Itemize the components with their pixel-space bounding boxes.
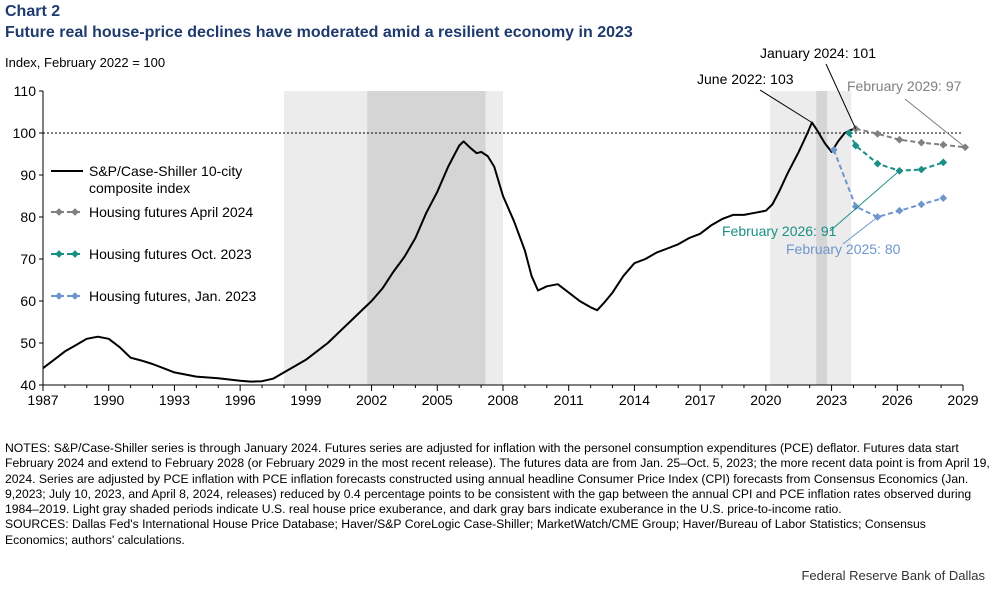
annotation-label: February 2026: 91 — [722, 223, 837, 239]
x-tick-label: 1999 — [290, 392, 321, 408]
y-unit-label: Index, February 2022 = 100 — [5, 55, 166, 70]
x-tick-label: 2026 — [882, 392, 913, 408]
data-point-marker — [917, 165, 926, 174]
y-tick-label: 110 — [14, 83, 37, 99]
legend-label: Housing futures, Jan. 2023 — [89, 288, 257, 304]
annotation-label: February 2025: 80 — [786, 241, 901, 257]
chart-notes-block: NOTES: S&P/Case-Shiller series is throug… — [5, 441, 990, 548]
annotation-label: June 2022: 103 — [697, 71, 794, 87]
x-tick-label: 1987 — [27, 392, 58, 408]
data-point-marker — [71, 292, 79, 300]
y-tick-label: 80 — [20, 209, 36, 225]
series-line — [42, 121, 854, 383]
data-point-marker — [71, 250, 79, 258]
data-point-marker — [873, 159, 882, 168]
series-line — [832, 149, 944, 218]
legend-label: Housing futures April 2024 — [89, 204, 253, 220]
annotation-leader — [842, 216, 878, 245]
annotation-leader — [759, 89, 813, 123]
x-tick-label: 2020 — [750, 392, 781, 408]
chart-notes: NOTES: S&P/Case-Shiller series is throug… — [5, 441, 990, 517]
x-tick-label: 2017 — [685, 392, 716, 408]
y-tick-label: 50 — [20, 335, 36, 351]
chart-number: Chart 2 — [5, 3, 61, 20]
y-tick-label: 60 — [20, 293, 36, 309]
chart-title: Future real house-price declines have mo… — [5, 24, 633, 41]
annotation-leader — [825, 63, 857, 130]
data-point-marker — [851, 141, 860, 150]
legend-label: composite index — [89, 180, 190, 196]
annotation-label: February 2029: 97 — [847, 78, 962, 94]
x-tick-label: 2011 — [554, 392, 584, 408]
x-tick-label: 2008 — [487, 392, 518, 408]
shade-dark — [816, 91, 828, 385]
y-tick-label: 100 — [13, 125, 37, 141]
data-point-marker — [917, 200, 926, 209]
data-point-marker — [829, 145, 838, 154]
x-tick-label: 2014 — [619, 392, 650, 408]
x-tick-label: 1993 — [159, 392, 190, 408]
x-tick-label: 2002 — [356, 392, 387, 408]
shade-light — [770, 91, 852, 385]
data-point-marker — [55, 250, 63, 258]
x-tick-label: 2029 — [947, 392, 978, 408]
x-tick-label: 1996 — [225, 392, 256, 408]
x-tick-label: 1990 — [93, 392, 124, 408]
source-credit: Federal Reserve Bank of Dallas — [801, 568, 985, 583]
shaded-periods — [283, 91, 852, 385]
legend-label: Housing futures Oct. 2023 — [89, 246, 252, 262]
annotation-leader — [829, 170, 900, 232]
shade-dark — [367, 91, 486, 385]
data-point-marker — [55, 208, 63, 216]
y-tick-label: 70 — [20, 251, 36, 267]
data-point-marker — [873, 129, 882, 138]
chart-sources: SOURCES: Dallas Fed's International Hous… — [5, 517, 926, 547]
data-point-marker — [851, 202, 860, 211]
data-point-marker — [895, 135, 904, 144]
annotation-leader — [904, 98, 966, 148]
chart-axes: 40 50 60 70 80 90 100 110 1987 1990 1993 1996 1999 20… — [13, 83, 979, 408]
data-point-marker — [55, 292, 63, 300]
y-tick-label: 40 — [20, 377, 36, 393]
data-point-marker — [845, 129, 854, 137]
x-tick-label: 2005 — [422, 392, 453, 408]
x-tick-label: 2023 — [816, 392, 847, 408]
data-point-marker — [939, 158, 948, 167]
data-point-marker — [917, 138, 926, 147]
data-point-marker — [939, 140, 948, 149]
legend-label: S&P/Case-Shiller 10-city — [89, 163, 242, 179]
data-point-marker — [939, 194, 948, 203]
line-chart: 40 50 60 70 80 90 100 110 1987 1990 1993 1996 1999 20… — [13, 45, 979, 408]
data-point-marker — [895, 206, 904, 215]
chart-annotations: January 2024: 101 June 2022: 103 February … — [697, 45, 966, 257]
series-line — [855, 127, 966, 149]
annotation-label: January 2024: 101 — [760, 45, 876, 61]
data-point-marker — [71, 208, 79, 216]
y-tick-label: 90 — [20, 167, 36, 183]
